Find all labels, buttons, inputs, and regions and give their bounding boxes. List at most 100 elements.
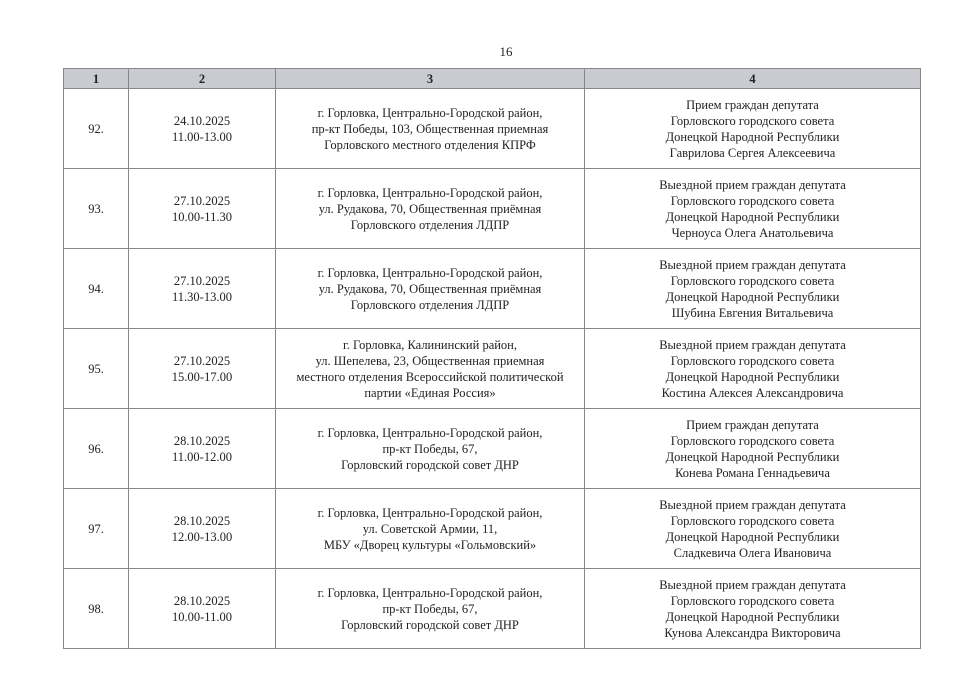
page-number: 16 <box>499 44 513 59</box>
location-line: г. Горловка, Центрально-Городской район, <box>317 425 543 440</box>
column-header: 4 <box>584 68 921 89</box>
table-row: 95. 27.10.2025 15.00-17.00 г. Горловка, Кал… <box>63 328 921 409</box>
row-number-line: 97. <box>88 521 104 536</box>
event-description-line: Горловского городского совета <box>670 273 835 288</box>
date-time: 27.10.2025 10.00-11.30 <box>128 168 276 249</box>
schedule-table: 1 2 3 4 92. 24.10.2025 11.00-13.00 г. Горло… <box>63 68 921 649</box>
location-line: Горловского местного отделения КПРФ <box>324 137 536 152</box>
row-number: 96. <box>63 408 129 489</box>
date-time-line: 24.10.2025 <box>173 113 231 128</box>
date-time-line: 28.10.2025 <box>173 433 231 448</box>
event-description: Выездной прием граждан депутата Горловско… <box>584 568 921 649</box>
location: г. Горловка, Калининский район, ул. Шепел… <box>275 328 585 409</box>
location-line: партии «Единая Россия» <box>364 385 496 400</box>
location-line: МБУ «Дворец культуры «Гольмовский» <box>323 537 537 552</box>
event-description-line: Выездной прием граждан депутата <box>659 337 846 352</box>
column-header: 3 <box>275 68 585 89</box>
event-description: Выездной прием граждан депутата Горловско… <box>584 248 921 329</box>
date-time: 24.10.2025 11.00-13.00 <box>128 88 276 169</box>
date-time-line: 12.00-13.00 <box>171 529 233 544</box>
location-line: пр-кт Победы, 67, <box>382 441 478 456</box>
location-line: местного отделения Всероссийской политич… <box>296 369 564 384</box>
table-header-row: 1 2 3 4 <box>63 68 921 89</box>
location-line: ул. Советской Армии, 11, <box>362 521 498 536</box>
date-time-line: 10.00-11.00 <box>172 609 232 624</box>
event-description-line: Костина Алексея Александровича <box>661 385 844 400</box>
location-line: ул. Рудакова, 70, Общественная приёмная <box>318 281 542 296</box>
event-description-line: Горловского городского совета <box>670 113 835 128</box>
date-time-line: 11.00-12.00 <box>172 449 232 464</box>
event-description-line: Выездной прием граждан депутата <box>659 497 846 512</box>
date-time-line: 27.10.2025 <box>173 353 231 368</box>
location-line: г. Горловка, Центрально-Городской район, <box>317 505 543 520</box>
event-description-line: Донецкой Народной Республики <box>665 609 840 624</box>
date-time: 28.10.2025 12.00-13.00 <box>128 488 276 569</box>
date-time: 28.10.2025 10.00-11.00 <box>128 568 276 649</box>
location-line: г. Горловка, Центрально-Городской район, <box>317 265 543 280</box>
event-description: Выездной прием граждан депутата Горловско… <box>584 328 921 409</box>
event-description: Выездной прием граждан депутата Горловско… <box>584 488 921 569</box>
row-number-line: 92. <box>88 121 104 136</box>
table-row: 94. 27.10.2025 11.30-13.00 г. Горловка, Цен… <box>63 248 921 329</box>
location-line: г. Горловка, Центрально-Городской район, <box>317 185 543 200</box>
date-time-line: 15.00-17.00 <box>171 369 233 384</box>
date-time-line: 11.30-13.00 <box>172 289 232 304</box>
event-description: Прием граждан депутата Горловского городс… <box>584 408 921 489</box>
row-number: 95. <box>63 328 129 409</box>
event-description-line: Выездной прием граждан депутата <box>659 177 846 192</box>
row-number: 92. <box>63 88 129 169</box>
location-line: г. Горловка, Калининский район, <box>342 337 517 352</box>
location-line: Горловский городской совет ДНР <box>341 617 519 632</box>
table-row: 97. 28.10.2025 12.00-13.00 г. Горловка, Цен… <box>63 488 921 569</box>
location-line: Горловский городской совет ДНР <box>341 457 519 472</box>
location-line: ул. Шепелева, 23, Общественная приемная <box>315 353 545 368</box>
event-description-line: Сладкевича Олега Ивановича <box>673 545 832 560</box>
location-line: ул. Рудакова, 70, Общественная приёмная <box>318 201 542 216</box>
event-description-line: Донецкой Народной Республики <box>665 449 840 464</box>
row-number-line: 98. <box>88 601 104 616</box>
date-time-line: 28.10.2025 <box>173 593 231 608</box>
event-description-line: Горловского городского совета <box>670 433 835 448</box>
event-description-line: Гаврилова Сергея Алексеевича <box>669 145 836 160</box>
table-row: 93. 27.10.2025 10.00-11.30 г. Горловка, Цен… <box>63 168 921 249</box>
row-number-line: 94. <box>88 281 104 296</box>
row-number: 93. <box>63 168 129 249</box>
location-line: пр-кт Победы, 103, Общественная приемная <box>311 121 549 136</box>
event-description-line: Шубина Евгения Витальевича <box>671 305 834 320</box>
location: г. Горловка, Центрально-Городской район,… <box>275 408 585 489</box>
date-time-line: 27.10.2025 <box>173 193 231 208</box>
event-description-line: Горловского городского совета <box>670 593 835 608</box>
row-number-line: 95. <box>88 361 104 376</box>
location-line: Горловского отделения ЛДПР <box>350 217 510 232</box>
date-time-line: 10.00-11.30 <box>172 209 232 224</box>
event-description-line: Черноуса Олега Анатольевича <box>671 225 834 240</box>
event-description-line: Прием граждан депутата <box>686 417 819 432</box>
row-number: 98. <box>63 568 129 649</box>
row-number: 94. <box>63 248 129 329</box>
location-line: пр-кт Победы, 67, <box>382 601 478 616</box>
table-row: 96. 28.10.2025 11.00-12.00 г. Горловка, Цен… <box>63 408 921 489</box>
event-description-line: Донецкой Народной Республики <box>665 129 840 144</box>
date-time-line: 28.10.2025 <box>173 513 231 528</box>
event-description-line: Донецкой Народной Республики <box>665 529 840 544</box>
location-line: г. Горловка, Центрально-Городской район, <box>317 105 543 120</box>
date-time-line: 27.10.2025 <box>173 273 231 288</box>
date-time: 28.10.2025 11.00-12.00 <box>128 408 276 489</box>
event-description-line: Конева Романа Геннадьевича <box>675 465 830 480</box>
event-description-line: Донецкой Народной Республики <box>665 289 840 304</box>
event-description: Выездной прием граждан депутата Горловско… <box>584 168 921 249</box>
event-description-line: Кунова Александра Викторовича <box>664 625 841 640</box>
event-description-line: Донецкой Народной Республики <box>665 369 840 384</box>
table-row: 92. 24.10.2025 11.00-13.00 г. Горловка, Цен… <box>63 88 921 169</box>
location: г. Горловка, Центрально-Городской район,… <box>275 168 585 249</box>
date-time: 27.10.2025 15.00-17.00 <box>128 328 276 409</box>
location: г. Горловка, Центрально-Городской район,… <box>275 568 585 649</box>
event-description-line: Донецкой Народной Республики <box>665 209 840 224</box>
table-row: 98. 28.10.2025 10.00-11.00 г. Горловка, Цен… <box>63 568 921 649</box>
event-description-line: Выездной прием граждан депутата <box>659 577 846 592</box>
location-line: г. Горловка, Центрально-Городской район, <box>317 585 543 600</box>
location: г. Горловка, Центрально-Городской район,… <box>275 88 585 169</box>
column-header: 1 <box>63 68 129 89</box>
location: г. Горловка, Центрально-Городской район,… <box>275 488 585 569</box>
location: г. Горловка, Центрально-Городской район,… <box>275 248 585 329</box>
